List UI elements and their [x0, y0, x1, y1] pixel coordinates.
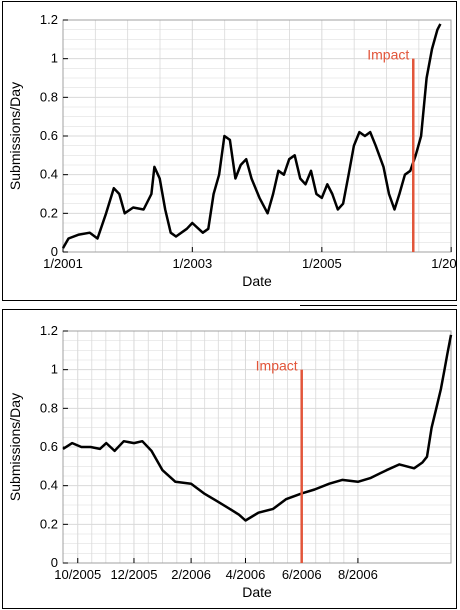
chart-0-y-tick-label: 0.2 — [40, 205, 58, 220]
chart-1-y-tick-label: 0.2 — [40, 516, 58, 531]
top-chart: 0 0.2 0.4 0.6 0.8 1 1.2 1/2001 1/2003 1/2005 1/200… — [7, 12, 456, 289]
chart-1-x-axis-label: Date — [242, 584, 272, 600]
chart-1-x-tick-label: 2/2006 — [171, 567, 211, 582]
chart-1-y-tick-label: 0.8 — [40, 400, 58, 415]
chart-0-y-tick-label: 1.2 — [40, 12, 58, 27]
chart-1-x-tick-label: 4/2006 — [226, 567, 266, 582]
chart-0-y-tick-label: 0.8 — [40, 89, 58, 104]
chart-0-x-tick-label: 1/2003 — [172, 256, 212, 271]
chart-1-y-tick-label: 0.4 — [40, 478, 58, 493]
bottom-chart: 0 0.2 0.4 0.6 0.8 1 1.2 10/2005 12/2005 2/2006 4/2… — [7, 323, 453, 600]
chart-0-y-tick-label: 0.6 — [40, 128, 58, 143]
chart-1-impact-label: Impact — [256, 358, 298, 374]
chart-1-y-tick-label: 1 — [51, 362, 58, 377]
chart-0-series-line-0 — [61, 23, 442, 249]
chart-1-y-tick-label: 0 — [51, 555, 58, 570]
chart-0-impact-label: Impact — [367, 47, 409, 63]
chart-1-x-tick-label: 6/2006 — [282, 567, 322, 582]
chart-0-y-axis-label: Submissions/Day — [7, 82, 23, 190]
chart-1-x-tick-label: 10/2005 — [54, 567, 101, 582]
chart-0-x-tick-label: 1/2001 — [43, 256, 83, 271]
chart-1-x-tick-label: 8/2006 — [338, 567, 378, 582]
chart-1-x-tick-label: 12/2005 — [110, 567, 157, 582]
bottom-chart-panel: 0 0.2 0.4 0.6 0.8 1 1.2 10/2005 12/2005 2/2006 4/2… — [2, 309, 457, 609]
panel-divider — [300, 305, 457, 306]
chart-0-y-tick-label: 0 — [51, 244, 58, 259]
chart-0-x-tick-label: 1/2005 — [302, 256, 342, 271]
chart-0-y-tick-label: 0.4 — [40, 167, 58, 182]
chart-0-x-tick-label: 1/2007 — [431, 256, 456, 271]
chart-0-y-tick-label: 1 — [51, 51, 58, 66]
chart-1-y-tick-label: 0.6 — [40, 439, 58, 454]
top-chart-panel: 0 0.2 0.4 0.6 0.8 1 1.2 1/2001 1/2003 1/2005 1/200… — [2, 1, 457, 301]
chart-1-y-tick-label: 1.2 — [40, 323, 58, 338]
chart-0-x-axis-label: Date — [242, 273, 272, 289]
chart-1-y-axis-label: Submissions/Day — [7, 393, 23, 501]
chart-1-series-line-0 — [62, 334, 453, 522]
